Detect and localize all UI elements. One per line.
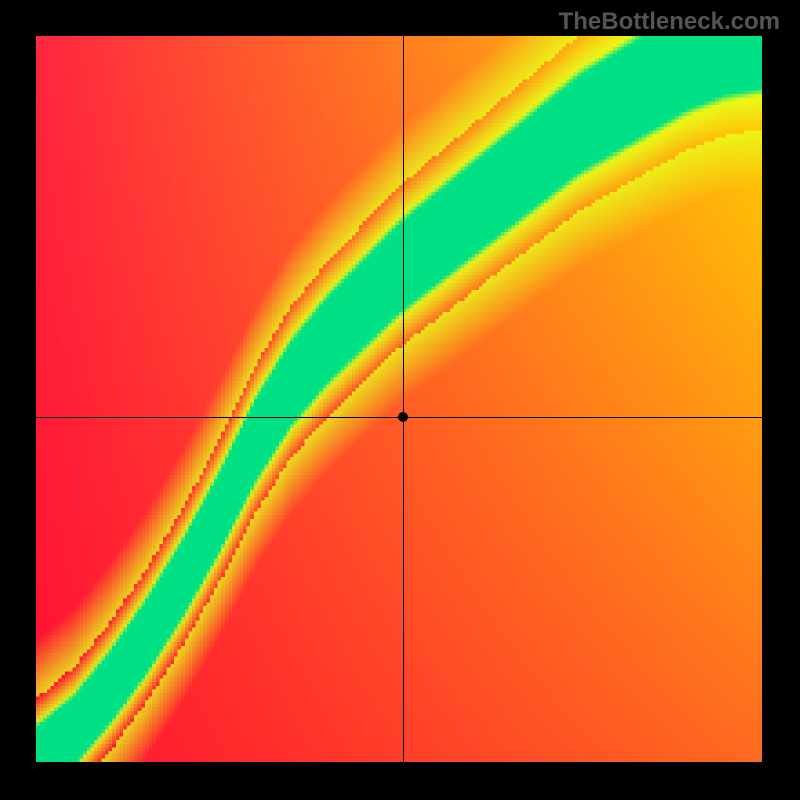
- chart-container: TheBottleneck.com: [0, 0, 800, 800]
- watermark-text: TheBottleneck.com: [559, 8, 780, 36]
- plot-area: [36, 36, 762, 762]
- heatmap-canvas: [36, 36, 762, 762]
- crosshair-vertical: [403, 36, 404, 762]
- marker-dot: [398, 412, 408, 422]
